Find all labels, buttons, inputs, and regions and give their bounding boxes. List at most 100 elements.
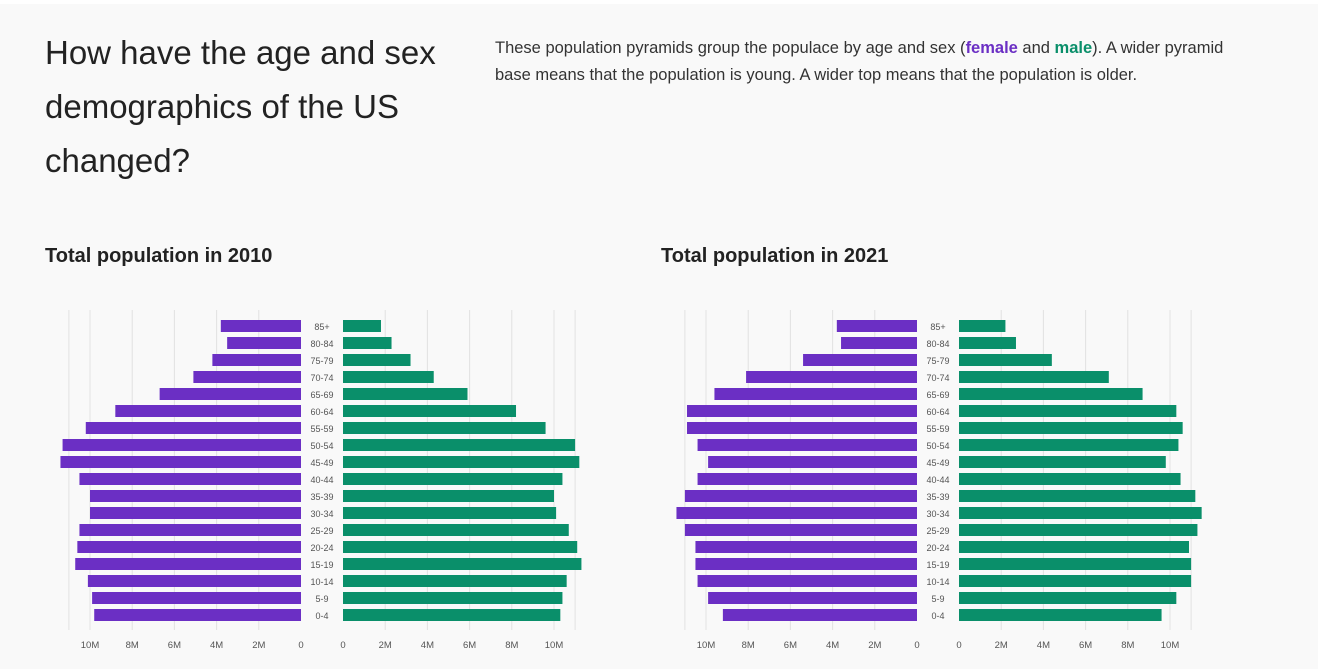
- age-label: 70-74: [310, 373, 333, 383]
- female-bar: [695, 541, 917, 553]
- male-bar: [343, 405, 517, 417]
- age-label: 75-79: [926, 356, 949, 366]
- x-tick-label: 4M: [1037, 640, 1050, 651]
- male-bar: [343, 388, 468, 400]
- age-label: 30-34: [926, 509, 949, 519]
- male-bar: [959, 388, 1143, 400]
- x-tick-label: 6M: [784, 640, 797, 651]
- age-label: 35-39: [926, 492, 949, 502]
- male-bar: [343, 473, 563, 485]
- male-bar: [959, 524, 1198, 536]
- male-bar: [959, 371, 1109, 383]
- age-label: 40-44: [926, 475, 949, 485]
- female-bar: [77, 541, 301, 553]
- male-bar: [343, 507, 557, 519]
- female-bar: [684, 524, 917, 536]
- female-bar: [708, 456, 917, 468]
- male-legend-label: male: [1054, 39, 1093, 57]
- age-label: 55-59: [926, 424, 949, 434]
- age-label: 40-44: [310, 475, 333, 485]
- female-bar: [697, 473, 917, 485]
- female-bar: [803, 354, 917, 366]
- female-bar: [90, 507, 301, 519]
- male-bar: [343, 354, 411, 366]
- female-bar: [676, 507, 917, 519]
- x-tick-label: 0: [298, 640, 303, 651]
- male-bar: [343, 609, 561, 621]
- x-tick-label: 4M: [210, 640, 223, 651]
- male-bar: [959, 337, 1016, 349]
- chart-title-2021: Total population in 2021: [661, 245, 889, 267]
- age-label: 25-29: [926, 526, 949, 536]
- female-bar: [684, 490, 917, 502]
- male-bar: [343, 320, 381, 332]
- age-label: 65-69: [926, 390, 949, 400]
- intro-after: ). A wider pyramid base means that the p…: [495, 39, 1224, 84]
- male-bar: [959, 558, 1192, 570]
- age-label: 0-4: [315, 611, 328, 621]
- x-tick-label: 10M: [545, 640, 564, 651]
- pyramid-chart-2010: 85+ 80-84 75-79 70-74 65-69 60-64 55-59 50-54 45…: [60, 310, 582, 651]
- x-tick-label: 8M: [126, 640, 139, 651]
- top-strip: [0, 0, 1318, 4]
- x-tick-label: 10M: [1161, 640, 1180, 651]
- age-label: 10-14: [926, 577, 949, 587]
- female-bar: [220, 320, 301, 332]
- female-bar: [87, 575, 301, 587]
- female-bar: [94, 609, 301, 621]
- x-tick-label: 2M: [995, 640, 1008, 651]
- female-bar: [79, 473, 301, 485]
- female-bar: [212, 354, 301, 366]
- male-bar: [343, 558, 582, 570]
- female-bar: [746, 371, 917, 383]
- x-tick-label: 6M: [1079, 640, 1092, 651]
- intro-before: These population pyramids group the popu…: [495, 39, 966, 57]
- male-bar: [959, 405, 1177, 417]
- age-label: 30-34: [310, 509, 333, 519]
- male-bar: [959, 609, 1162, 621]
- x-tick-label: 2M: [252, 640, 265, 651]
- male-bar: [959, 422, 1183, 434]
- male-bar: [959, 507, 1202, 519]
- age-label: 80-84: [926, 339, 949, 349]
- female-bar: [687, 422, 917, 434]
- male-bar: [343, 439, 576, 451]
- chart-title-2010: Total population in 2010: [45, 245, 273, 267]
- age-label: 0-4: [931, 611, 944, 621]
- x-tick-label: 2M: [379, 640, 392, 651]
- male-bar: [343, 490, 554, 502]
- age-label: 35-39: [310, 492, 333, 502]
- male-bar: [343, 592, 563, 604]
- age-label: 60-64: [310, 407, 333, 417]
- x-tick-label: 0: [914, 640, 919, 651]
- age-label: 45-49: [310, 458, 333, 468]
- female-bar: [841, 337, 917, 349]
- female-bar: [79, 524, 301, 536]
- female-bar: [697, 575, 917, 587]
- age-label: 85+: [930, 322, 945, 332]
- age-label: 20-24: [926, 543, 949, 553]
- male-bar: [343, 541, 578, 553]
- female-bar: [193, 371, 301, 383]
- male-bar: [959, 354, 1052, 366]
- x-tick-label: 10M: [81, 640, 100, 651]
- age-label: 65-69: [310, 390, 333, 400]
- female-bar: [92, 592, 301, 604]
- female-bar: [227, 337, 301, 349]
- female-bar: [708, 592, 917, 604]
- male-bar: [959, 541, 1189, 553]
- male-bar: [343, 337, 392, 349]
- female-bar: [697, 439, 917, 451]
- female-bar: [90, 490, 301, 502]
- male-bar: [959, 592, 1177, 604]
- age-label: 50-54: [926, 441, 949, 451]
- x-tick-label: 8M: [742, 640, 755, 651]
- x-tick-label: 0: [956, 640, 961, 651]
- female-bar: [159, 388, 301, 400]
- age-label: 80-84: [310, 339, 333, 349]
- age-label: 5-9: [315, 594, 328, 604]
- x-tick-label: 4M: [826, 640, 839, 651]
- male-bar: [343, 371, 434, 383]
- female-bar: [60, 456, 302, 468]
- female-bar: [62, 439, 301, 451]
